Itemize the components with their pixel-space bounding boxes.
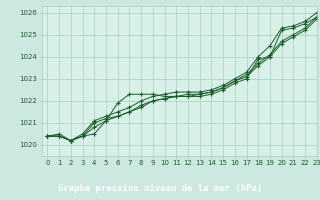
Text: Graphe pression niveau de la mer (hPa): Graphe pression niveau de la mer (hPa) xyxy=(58,184,262,193)
